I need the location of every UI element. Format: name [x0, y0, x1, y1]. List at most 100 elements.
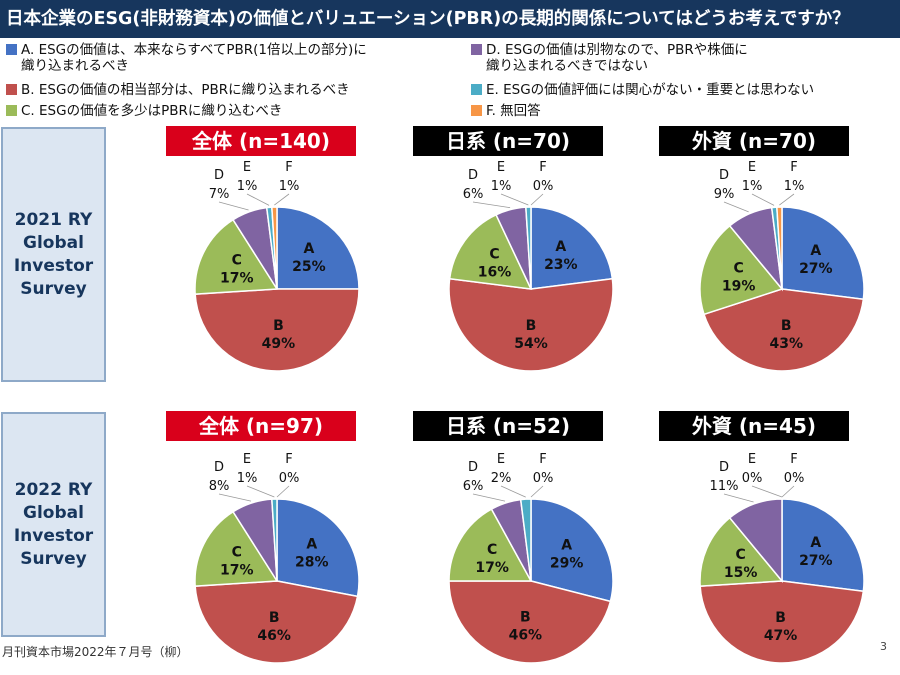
- slice-category-label: A: [810, 243, 821, 259]
- survey-label-line: Investor: [13, 525, 94, 546]
- pie-slice-d: [728, 498, 783, 584]
- slice-category-label: D: [719, 460, 729, 475]
- slice-value-label: 23%: [544, 257, 578, 273]
- slice-value-label: 1%: [237, 471, 258, 486]
- slice-value-label: 1%: [784, 179, 805, 194]
- slice-category-label: C: [734, 260, 744, 276]
- slice-category-label: A: [306, 536, 317, 552]
- leader-line: [472, 493, 506, 502]
- slice-category-label: E: [497, 452, 505, 467]
- leader-line: [779, 193, 795, 206]
- slice-value-label: 1%: [237, 179, 258, 194]
- slice-category-label: F: [285, 452, 292, 467]
- slice-value-label: 0%: [742, 471, 763, 486]
- slice-value-label: 28%: [295, 554, 329, 570]
- slice-category-label: B: [520, 610, 531, 626]
- slice-category-label: F: [285, 160, 292, 175]
- slice-category-label: F: [539, 160, 546, 175]
- slice-value-label: 46%: [509, 628, 543, 644]
- leader-line: [276, 485, 290, 498]
- survey-label-2022: 2022 RY Global Investor Survey: [1, 412, 106, 637]
- pie-slice-e: [271, 498, 278, 582]
- pie-slice-a: [781, 498, 865, 593]
- slice-category-label: B: [273, 318, 284, 334]
- chart-header-2022-japan: 日系 (n=52): [413, 411, 603, 441]
- chart-header-2022-foreign: 外資 (n=45): [659, 411, 849, 441]
- legend-label: C. ESGの価値を多少はPBRに織り込むべき: [21, 103, 283, 119]
- pie-slice-c: [448, 213, 533, 290]
- survey-label-line: Survey: [20, 548, 87, 569]
- slice-value-label: 0%: [279, 471, 300, 486]
- slice-category-label: F: [790, 452, 797, 467]
- legend-label: B. ESGの価値の相当部分は、PBRに織り込まれるべき: [21, 82, 350, 98]
- legend-label: F. 無回答: [486, 103, 541, 119]
- slice-value-label: 29%: [550, 555, 584, 571]
- slice-value-label: 17%: [220, 563, 254, 579]
- leader-line: [751, 193, 775, 206]
- pie-slice-b: [703, 288, 865, 372]
- survey-label-2021: 2021 RY Global Investor Survey: [1, 127, 106, 382]
- slice-category-label: B: [781, 318, 792, 334]
- leader-line: [723, 201, 749, 213]
- slice-category-label: C: [232, 253, 242, 269]
- pie-chart: A 29% B 46% C 17% D 6% E 2% F 0%: [448, 452, 614, 664]
- slice-category-label: D: [214, 168, 224, 183]
- slice-value-label: 11%: [710, 479, 739, 494]
- slice-value-label: 17%: [220, 271, 254, 287]
- survey-label-line: Global: [23, 502, 84, 523]
- pie-slice-c: [194, 218, 279, 295]
- survey-label-line: 2021 RY: [14, 209, 93, 230]
- legend-swatch-d: [471, 44, 482, 55]
- slice-value-label: 0%: [533, 179, 554, 194]
- legend-swatch-b: [6, 84, 17, 95]
- pie-slice-f: [271, 206, 278, 290]
- leader-line: [472, 201, 511, 209]
- legend-item-d: D. ESGの価値は別物なので、PBRや株価に 織り込まれるべきではない: [471, 42, 748, 74]
- pie-slice-e: [519, 498, 532, 582]
- slice-category-label: E: [497, 160, 505, 175]
- slice-category-label: D: [468, 460, 478, 475]
- slice-value-label: 6%: [463, 187, 484, 202]
- chart-header-2021-all: 全体 (n=140): [166, 126, 356, 156]
- leader-line: [246, 485, 275, 498]
- legend-item-e: E. ESGの価値評価には関心がない・重要とは思わない: [471, 82, 814, 98]
- pie-slice-a: [530, 498, 614, 603]
- slice-value-label: 15%: [724, 565, 758, 581]
- leader-line: [500, 193, 529, 206]
- slice-category-label: D: [214, 460, 224, 475]
- slice-category-label: B: [775, 610, 786, 626]
- slice-value-label: 43%: [769, 336, 803, 352]
- legend-label-continued: 織り込まれるべきではない: [486, 58, 648, 74]
- pie-slice-b: [448, 580, 612, 664]
- slice-category-label: E: [243, 160, 251, 175]
- slice-category-label: E: [748, 160, 756, 175]
- slice-category-label: C: [487, 542, 497, 558]
- page-title: 日本企業のESG(非財務資本)の価値とバリュエーション(PBR)の長期的関係につ…: [0, 0, 900, 38]
- pie-chart: A 27% B 43% C 19% D 9% E 1% F 1%: [699, 160, 865, 372]
- slice-value-label: 46%: [257, 628, 291, 644]
- slice-value-label: 19%: [722, 278, 756, 294]
- pie-chart: A 28% B 46% C 17% D 8% E 1% F 0%: [194, 452, 360, 664]
- slice-category-label: D: [719, 168, 729, 183]
- survey-label-line: Investor: [13, 255, 94, 276]
- legend-item-c: C. ESGの価値を多少はPBRに織り込むべき: [6, 103, 282, 119]
- pie-slice-a: [276, 206, 360, 290]
- legend-swatch-a: [6, 44, 17, 55]
- slice-category-label: F: [790, 160, 797, 175]
- chart-header-2021-japan: 日系 (n=70): [413, 126, 603, 156]
- legend-swatch-c: [6, 105, 17, 116]
- chart-header-2022-all: 全体 (n=97): [166, 411, 356, 441]
- slice-category-label: D: [468, 168, 478, 183]
- footer-source: 月刊資本市場2022年７月号（柳）: [2, 645, 189, 659]
- pie-slice-a: [530, 206, 614, 290]
- slice-category-label: E: [243, 452, 251, 467]
- page-number: 3: [880, 640, 887, 653]
- slice-value-label: 1%: [742, 179, 763, 194]
- slice-value-label: 1%: [279, 179, 300, 194]
- slice-category-label: C: [489, 246, 499, 262]
- slice-value-label: 0%: [533, 471, 554, 486]
- leader-line: [530, 485, 544, 498]
- legend-item-f: F. 無回答: [471, 103, 541, 119]
- slice-value-label: 1%: [491, 179, 512, 194]
